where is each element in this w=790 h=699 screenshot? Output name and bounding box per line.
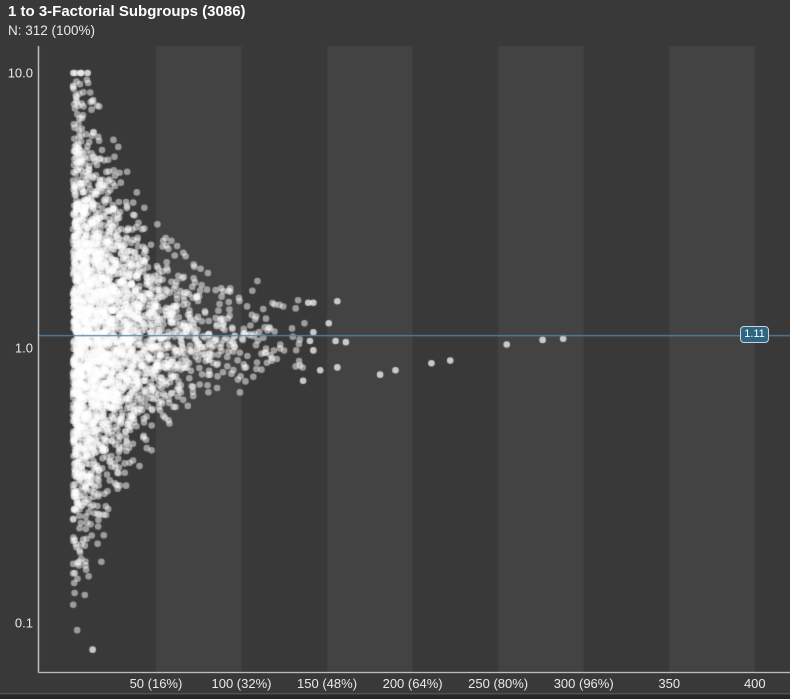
- x-tick-label: 150 (48%): [297, 676, 358, 691]
- y-tick-label: 1.0: [14, 340, 33, 356]
- y-tick-label: 10.0: [7, 65, 33, 81]
- y-tick-label: 0.1: [14, 615, 33, 631]
- x-tick-label: 250 (80%): [468, 676, 529, 691]
- x-tick-label: 50 (16%): [129, 676, 183, 691]
- chart-subtitle: N: 312 (100%): [8, 23, 96, 38]
- reference-line-value-box[interactable]: 1.11: [740, 326, 769, 343]
- x-tick-label: 100 (32%): [211, 676, 272, 691]
- x-tick-label: 400: [743, 676, 766, 691]
- bottom-divider-line: [0, 693, 790, 694]
- x-tick-label: 300 (96%): [553, 676, 614, 691]
- window-bottom-edge: [0, 695, 790, 699]
- chart-title: 1 to 3-Factorial Subgroups (3086): [8, 3, 246, 20]
- x-tick-label: 350: [658, 676, 681, 691]
- x-tick-label: 200 (64%): [382, 676, 443, 691]
